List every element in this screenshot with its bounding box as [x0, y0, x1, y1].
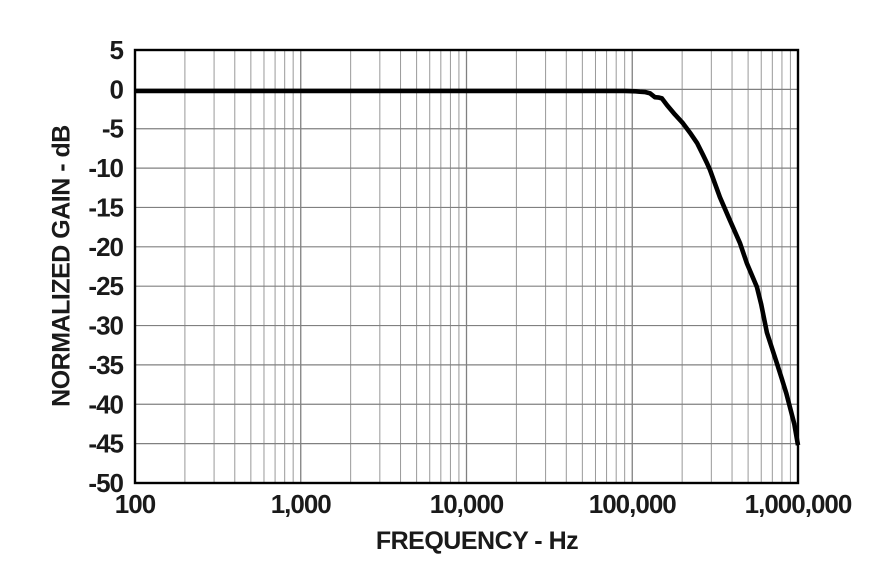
x-tick-label: 1,000,000 — [745, 489, 852, 519]
y-tick-label: 5 — [110, 35, 124, 65]
x-tick-label: 100,000 — [589, 489, 677, 519]
y-tick-label: -45 — [88, 429, 123, 459]
y-axis-title: NORMALIZED GAIN - dB — [47, 125, 76, 407]
y-tick-label: -5 — [102, 114, 124, 144]
response-curve — [135, 88, 801, 446]
y-tick-label: 0 — [110, 74, 124, 104]
x-axis-title: FREQUENCY - Hz — [375, 527, 579, 555]
y-tick-label: -50 — [88, 468, 123, 498]
x-tick-label: 1,000 — [271, 489, 332, 519]
y-tick-label: -25 — [88, 271, 123, 301]
plot-frame — [133, 48, 800, 485]
y-tick-label: -40 — [88, 389, 123, 419]
y-tick-label: -20 — [88, 232, 123, 262]
y-tick-label: -15 — [88, 192, 123, 222]
x-tick-label: 10,000 — [430, 489, 504, 519]
y-tick-label: -35 — [88, 350, 123, 380]
y-tick-label: -30 — [88, 311, 123, 341]
y-tick-label: -10 — [88, 153, 123, 183]
x-tick-label: 100 — [115, 489, 156, 519]
